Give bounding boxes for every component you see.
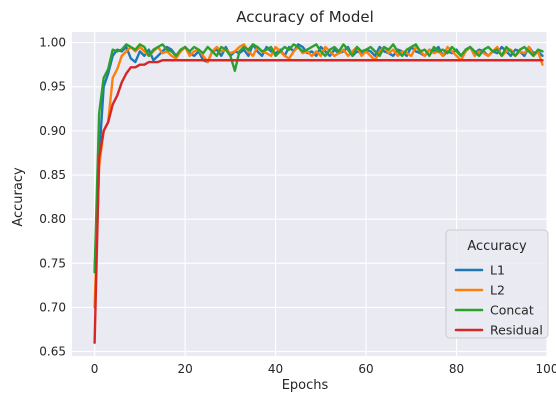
x-axis-label: Epochs — [282, 378, 329, 393]
y-tick-label: 1.00 — [39, 36, 66, 50]
y-tick-label: 0.80 — [39, 212, 66, 226]
x-tick-label: 80 — [449, 362, 464, 376]
legend-label-concat: Concat — [490, 303, 534, 318]
legend-label-residual: Residual — [490, 323, 543, 338]
y-axis-label: Accuracy — [11, 167, 26, 227]
legend-title: Accuracy — [467, 239, 527, 254]
series-lines — [93, 43, 544, 344]
x-tick-label: 60 — [358, 362, 373, 376]
legend-label-l1: L1 — [490, 263, 505, 278]
y-tick-labels: 0.65 0.70 0.75 0.80 0.85 0.90 0.95 1.00 — [39, 36, 66, 359]
y-tick-label: 0.75 — [39, 256, 66, 270]
x-tick-labels: 0 20 40 60 80 100 — [91, 362, 556, 376]
y-tick-label: 0.65 — [39, 345, 66, 359]
legend-items: L1 L2 Concat Residual — [454, 263, 543, 338]
x-tick-label: 40 — [268, 362, 283, 376]
y-tick-label: 0.90 — [39, 124, 66, 138]
series-line-residual — [93, 59, 544, 344]
x-tick-label: 0 — [91, 362, 99, 376]
y-tick-label: 0.70 — [39, 300, 66, 314]
series-line-concat — [93, 43, 544, 274]
chart-title: Accuracy of Model — [236, 8, 374, 26]
x-tick-label: 20 — [177, 362, 192, 376]
legend-label-l2: L2 — [490, 283, 505, 298]
y-tick-label: 0.95 — [39, 80, 66, 94]
x-tick-label: 100 — [536, 362, 556, 376]
legend: Accuracy L1 L2 Concat Residual — [445, 229, 549, 339]
y-tick-label: 0.85 — [39, 168, 66, 182]
